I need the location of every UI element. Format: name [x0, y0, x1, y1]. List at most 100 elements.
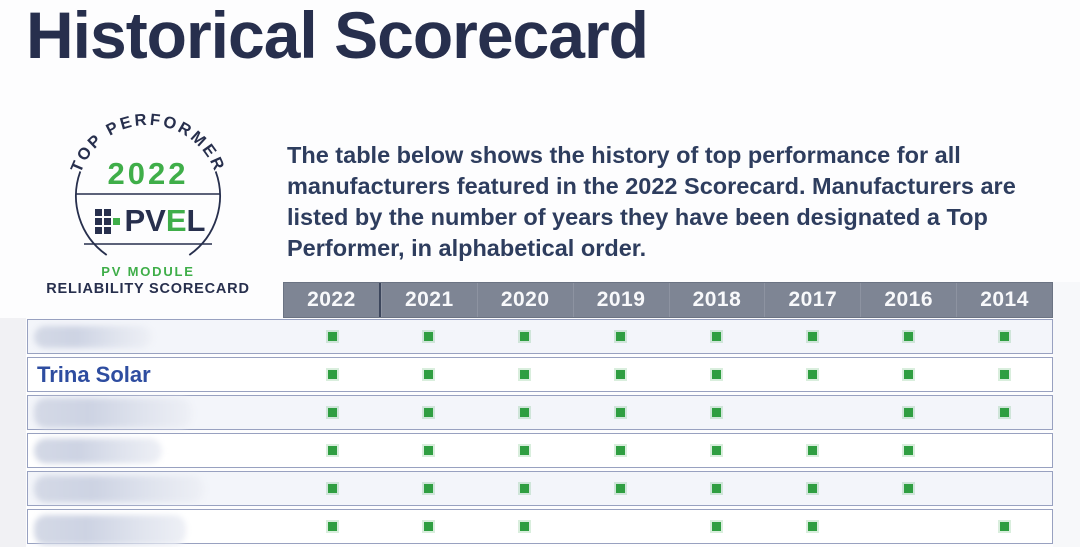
pvel-grid-icon [94, 208, 120, 234]
manufacturer-name: Trina Solar [37, 361, 151, 387]
top-performer-cell [284, 510, 380, 543]
pvel-wordmark: PVEL [125, 205, 206, 237]
top-performer-cell [860, 434, 956, 467]
top-performer-mark [423, 484, 433, 493]
top-performer-mark [327, 370, 337, 379]
manufacturer-name-cell [28, 396, 284, 429]
top-performer-cell [860, 472, 956, 505]
top-performer-mark [615, 446, 625, 455]
table-row [27, 509, 1053, 546]
intro-line: manufacturers featured in the 2022 Score… [287, 173, 1016, 199]
top-performer-mark [519, 522, 529, 531]
top-performer-mark [903, 446, 913, 455]
empty-cell [572, 510, 668, 543]
top-performer-cell [572, 472, 668, 505]
top-performer-cell [764, 358, 860, 391]
year-column-header: 2018 [668, 283, 765, 317]
pvel-wordmark-e: E [165, 203, 187, 238]
table-row: Trina Solar [27, 357, 1053, 392]
year-column-header: 2014 [956, 283, 1052, 317]
top-performer-mark [711, 484, 721, 493]
badge-circle-right [188, 171, 221, 256]
top-performer-cell [572, 434, 668, 467]
top-performer-mark [807, 484, 817, 493]
top-performer-cell [380, 396, 476, 429]
table-row [27, 395, 1053, 430]
top-performer-mark [519, 370, 529, 379]
top-performer-mark [423, 522, 433, 531]
top-performer-cell [284, 358, 380, 391]
top-performer-cell [668, 472, 764, 505]
top-performer-cell [476, 320, 572, 353]
page-margin-strip-left [0, 318, 26, 547]
pvel-wordmark-l: L [186, 203, 206, 238]
top-performer-mark [903, 484, 913, 493]
top-performer-cell [764, 472, 860, 505]
top-performer-mark [615, 408, 625, 417]
intro-line: The table below shows the history of top… [287, 142, 961, 168]
top-performer-mark [999, 332, 1009, 341]
intro-line: listed by the number of years they have … [287, 204, 988, 230]
top-performer-mark [423, 370, 433, 379]
top-performer-mark [327, 408, 337, 417]
top-performer-mark [807, 522, 817, 531]
manufacturer-name-cell [28, 320, 284, 353]
year-column-header: 2021 [380, 283, 477, 317]
top-performer-mark [615, 370, 625, 379]
top-performer-mark [423, 408, 433, 417]
top-performer-mark [711, 370, 721, 379]
table-header: 2022 2021 2020 2019 2018 2017 2016 2014 [283, 282, 1053, 318]
top-performer-cell [860, 358, 956, 391]
top-performer-cell [668, 320, 764, 353]
top-performer-mark [999, 408, 1009, 417]
table-row [27, 319, 1053, 354]
top-performer-cell [860, 396, 956, 429]
badge-pv-module-label: PV MODULE [101, 264, 194, 279]
badge-artwork: TOP PERFORMER 2022 PV MODULE RELIABILITY… [46, 111, 249, 297]
top-performer-mark [711, 522, 721, 531]
top-performer-cell [284, 434, 380, 467]
top-performer-cell [476, 396, 572, 429]
redacted-name [34, 438, 162, 463]
top-performer-mark [327, 446, 337, 455]
top-performer-cell [572, 358, 668, 391]
manufacturer-name-cell [28, 510, 284, 546]
top-performer-cell [380, 510, 476, 543]
top-performer-mark [903, 370, 913, 379]
top-performer-mark [999, 522, 1009, 531]
top-performer-cell [668, 358, 764, 391]
empty-cell [956, 472, 1052, 505]
top-performer-cell [956, 320, 1052, 353]
page-title: Historical Scorecard [26, 0, 649, 72]
top-performer-mark [327, 484, 337, 493]
pvel-top-performer-badge: TOP PERFORMER 2022 PV MODULE RELIABILITY… [30, 110, 270, 298]
year-column-header: 2016 [860, 283, 956, 317]
redacted-name [34, 475, 204, 502]
top-performer-cell [476, 472, 572, 505]
top-performer-mark [327, 332, 337, 341]
redacted-name [34, 325, 152, 348]
year-column-header: 2022 [284, 283, 381, 317]
top-performer-cell [284, 472, 380, 505]
top-performer-mark [807, 370, 817, 379]
top-performer-mark [903, 408, 913, 417]
top-performer-cell [860, 320, 956, 353]
top-performer-cell [380, 472, 476, 505]
top-performer-mark [327, 522, 337, 531]
empty-cell [860, 510, 956, 543]
top-performer-cell [284, 396, 380, 429]
manufacturer-name-cell: Trina Solar [28, 358, 284, 391]
top-performer-cell [764, 434, 860, 467]
table-row [27, 471, 1053, 506]
intro-paragraph: The table below shows the history of top… [287, 140, 1016, 264]
redacted-name [34, 515, 186, 546]
top-performer-mark [519, 332, 529, 341]
top-performer-cell [956, 358, 1052, 391]
top-performer-cell [572, 320, 668, 353]
year-column-header: 2020 [476, 283, 573, 317]
top-performer-cell [380, 358, 476, 391]
top-performer-cell [764, 320, 860, 353]
top-performer-mark [519, 408, 529, 417]
manufacturer-name-cell [28, 434, 284, 467]
top-performer-mark [711, 446, 721, 455]
